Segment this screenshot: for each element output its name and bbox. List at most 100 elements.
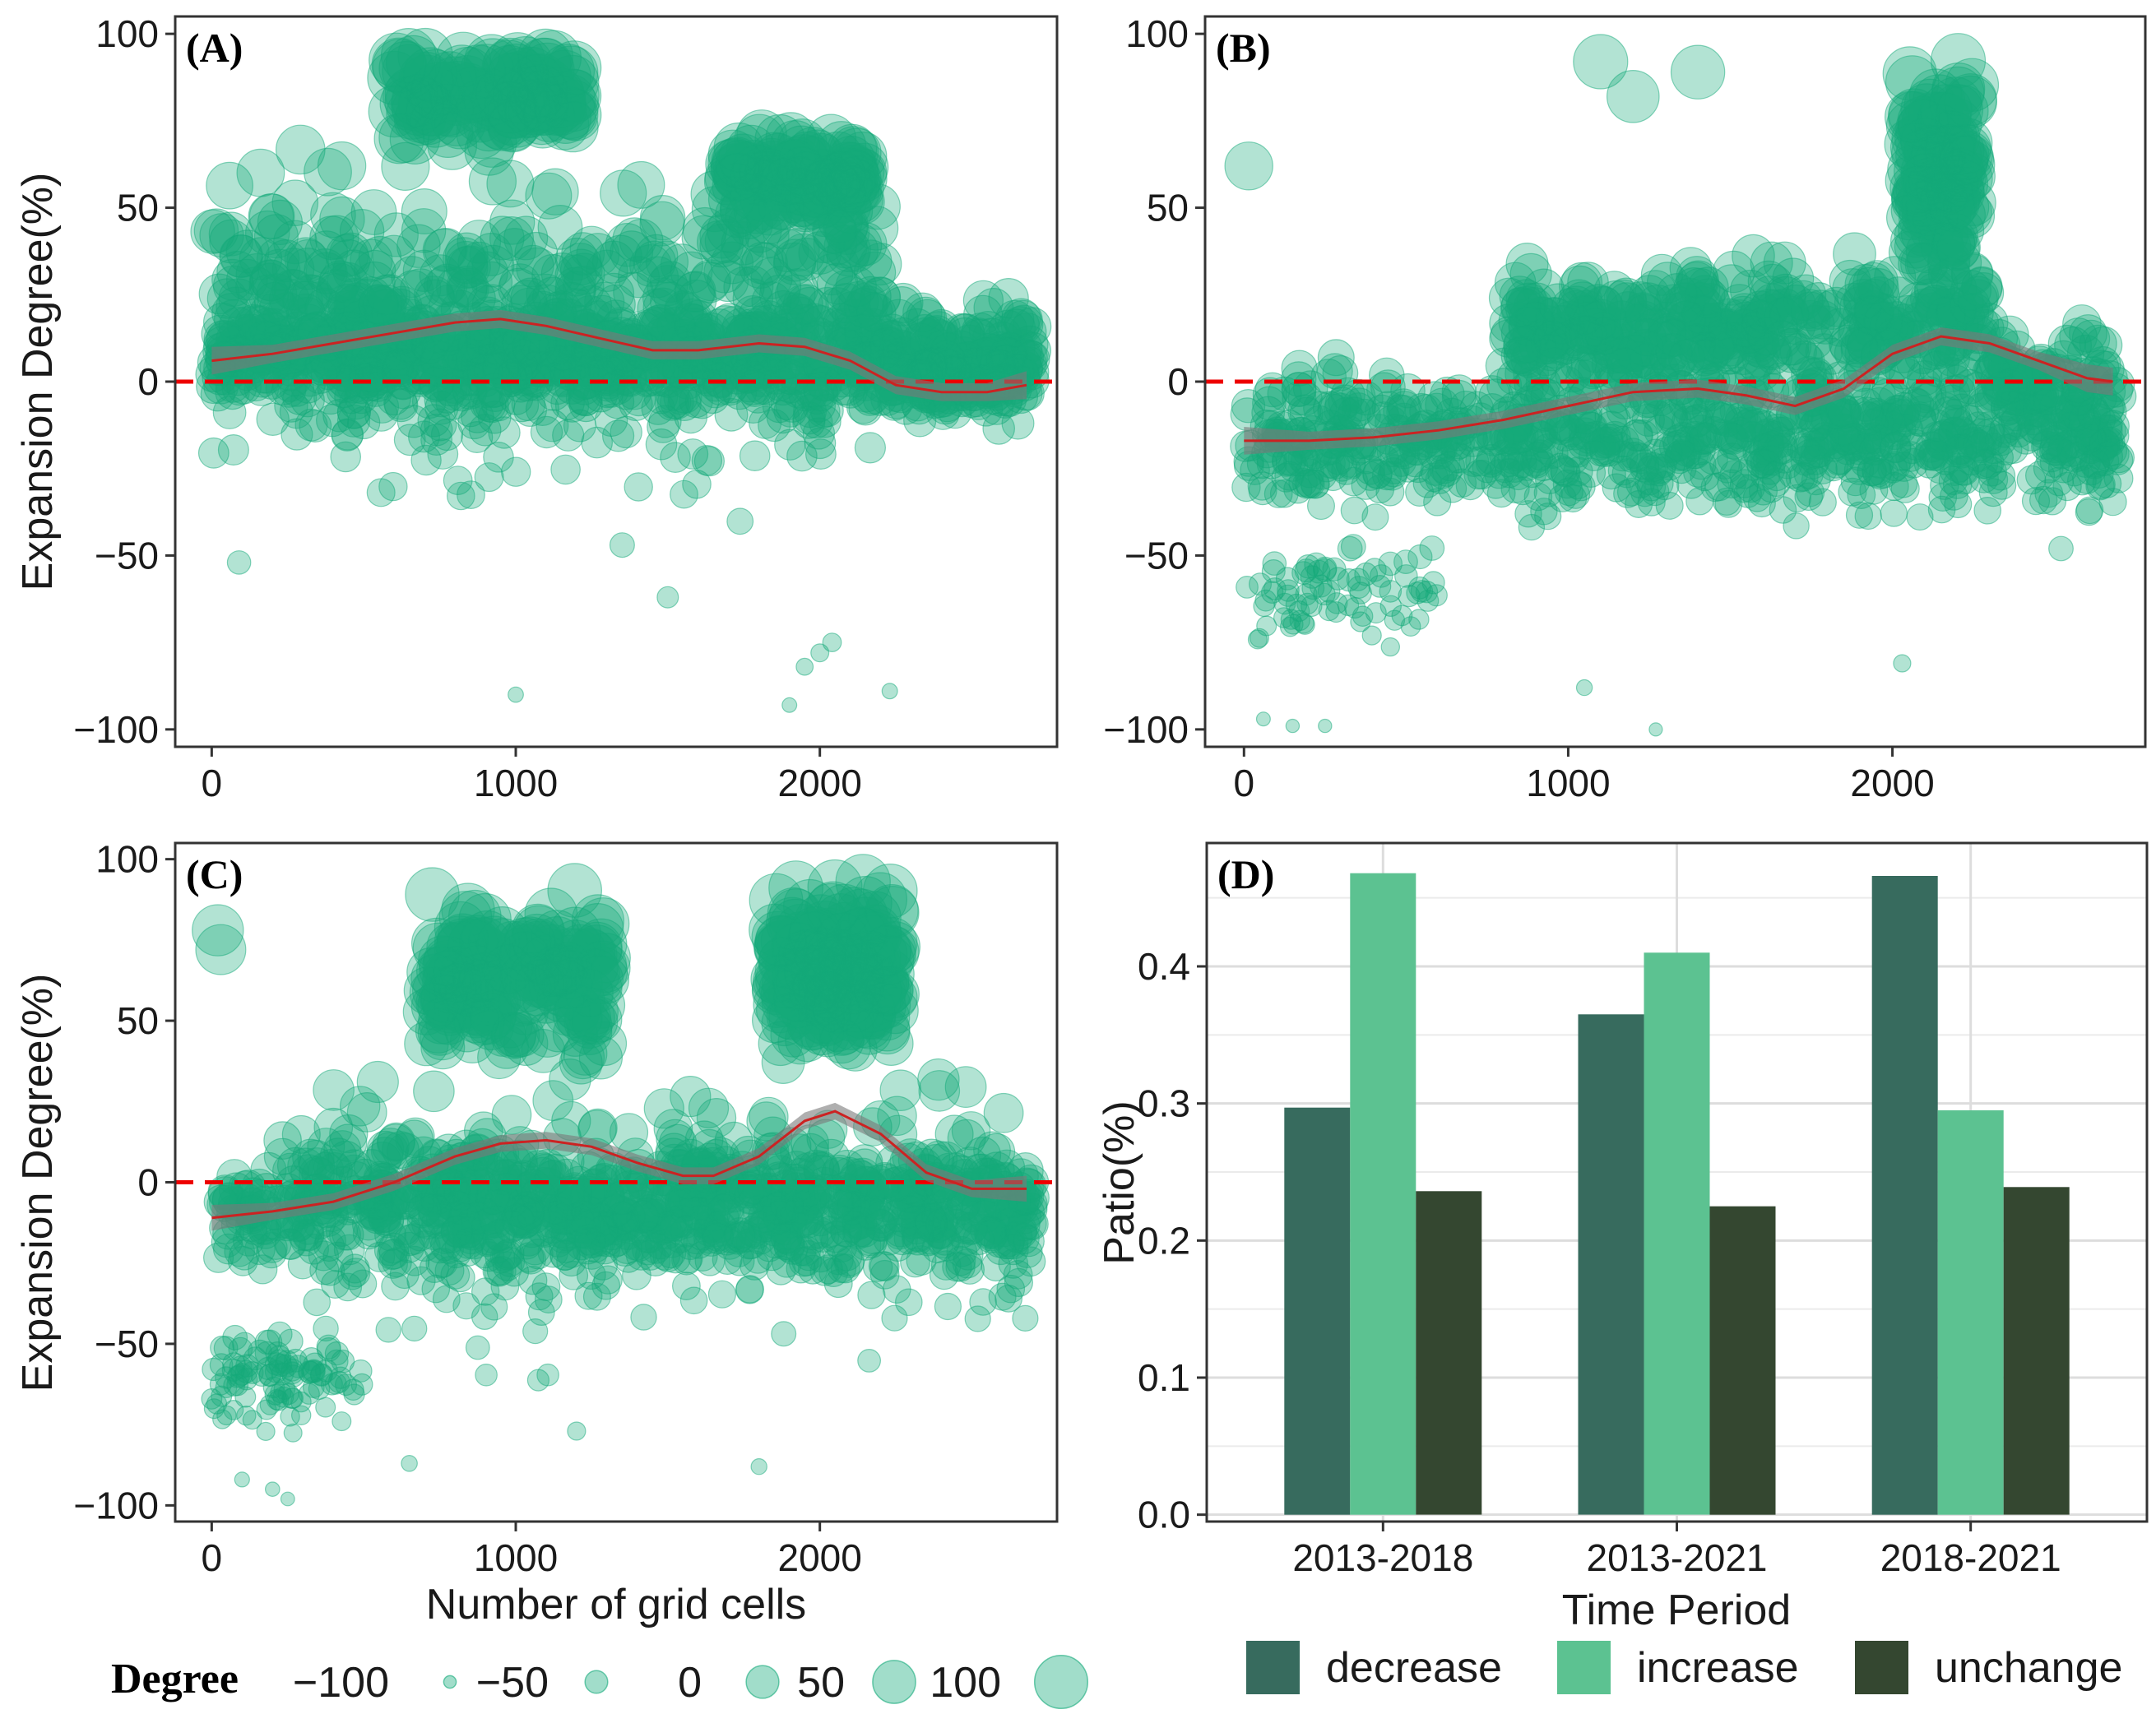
y-tick-label: −100 bbox=[1103, 708, 1189, 751]
data-point bbox=[488, 416, 521, 449]
data-point bbox=[595, 284, 636, 325]
data-point bbox=[721, 374, 758, 410]
data-point bbox=[1714, 489, 1743, 518]
x-tick-label: 1000 bbox=[1526, 762, 1610, 804]
y-tick-label: 100 bbox=[95, 12, 159, 55]
x-tick-label: 2000 bbox=[777, 762, 861, 804]
data-point bbox=[197, 437, 230, 469]
data-point bbox=[1918, 438, 1950, 469]
data-point bbox=[656, 586, 679, 609]
data-point bbox=[1337, 396, 1371, 431]
data-point bbox=[853, 251, 897, 294]
data-point bbox=[1978, 478, 2008, 507]
data-point bbox=[283, 1423, 303, 1443]
data-point bbox=[1906, 503, 1934, 531]
data-point bbox=[813, 986, 860, 1034]
data-point bbox=[526, 30, 582, 86]
data-point bbox=[1340, 534, 1366, 559]
panel-b-label: (B) bbox=[1216, 25, 1271, 71]
x-tick-label: 1000 bbox=[474, 762, 558, 804]
data-point bbox=[1880, 431, 1912, 463]
data-point bbox=[244, 1234, 276, 1266]
data-point bbox=[1907, 360, 1943, 396]
data-point bbox=[561, 232, 605, 276]
data-point bbox=[1575, 679, 1593, 697]
data-point bbox=[211, 1385, 233, 1407]
panel-a-ylabel: Expansion Degree(%) bbox=[14, 173, 62, 591]
data-point bbox=[1862, 457, 1893, 488]
y-tick-label: 50 bbox=[1147, 187, 1189, 229]
data-point bbox=[494, 1012, 540, 1059]
data-point bbox=[457, 405, 491, 440]
data-point bbox=[503, 339, 541, 377]
data-point bbox=[290, 368, 326, 404]
y-tick-label: 100 bbox=[1125, 12, 1189, 55]
data-point bbox=[315, 1397, 336, 1418]
data-point bbox=[641, 303, 681, 344]
data-point bbox=[777, 146, 826, 196]
data-point bbox=[446, 481, 475, 511]
data-point bbox=[739, 440, 771, 472]
data-point bbox=[713, 122, 764, 173]
data-point bbox=[795, 657, 814, 676]
data-point bbox=[471, 244, 515, 288]
y-tick-label: −100 bbox=[73, 708, 159, 751]
data-point bbox=[670, 479, 698, 509]
data-point bbox=[1285, 718, 1301, 734]
data-point bbox=[563, 409, 596, 442]
y-tick-label: 0 bbox=[1167, 360, 1189, 403]
data-point bbox=[1407, 544, 1433, 570]
data-point bbox=[483, 944, 534, 994]
data-point bbox=[203, 1242, 234, 1273]
data-point bbox=[1936, 225, 1981, 270]
data-point bbox=[654, 387, 689, 421]
data-point bbox=[256, 1399, 277, 1420]
data-point bbox=[422, 228, 466, 272]
data-point bbox=[280, 1406, 300, 1427]
data-point bbox=[786, 440, 818, 472]
data-point bbox=[903, 404, 937, 438]
data-point bbox=[1898, 242, 1941, 285]
data-point bbox=[343, 1383, 365, 1406]
data-point bbox=[2075, 498, 2103, 526]
data-point bbox=[1763, 320, 1802, 359]
data-point bbox=[881, 683, 898, 700]
data-point bbox=[219, 234, 263, 278]
data-point bbox=[1326, 567, 1350, 591]
data-point bbox=[1318, 718, 1333, 734]
data-point bbox=[1534, 465, 1565, 494]
data-point bbox=[358, 285, 399, 326]
data-point bbox=[902, 292, 943, 332]
data-point bbox=[1325, 601, 1347, 623]
data-point bbox=[1991, 368, 2028, 405]
x-tick-label: 0 bbox=[1233, 762, 1254, 804]
data-point bbox=[1829, 259, 1871, 302]
data-point bbox=[1803, 436, 1835, 468]
data-point bbox=[316, 404, 350, 438]
x-tick-label: 2000 bbox=[1850, 762, 1934, 804]
data-point bbox=[693, 446, 726, 477]
data-point bbox=[410, 444, 442, 476]
data-point bbox=[1648, 722, 1663, 737]
data-point bbox=[1296, 554, 1320, 579]
data-point bbox=[1732, 234, 1775, 278]
data-point bbox=[773, 239, 817, 282]
data-point bbox=[714, 397, 749, 432]
data-point bbox=[366, 478, 396, 507]
data-point bbox=[1500, 337, 1538, 375]
data-point bbox=[624, 472, 653, 502]
data-point bbox=[1783, 512, 1810, 540]
data-point bbox=[1262, 551, 1287, 576]
data-point bbox=[633, 240, 676, 284]
data-point bbox=[218, 307, 258, 346]
x-tick-label: 0 bbox=[202, 762, 223, 804]
y-tick-label: −50 bbox=[95, 534, 159, 577]
data-point bbox=[2024, 408, 2057, 442]
data-point bbox=[1944, 490, 1973, 519]
data-point bbox=[253, 214, 299, 259]
data-point bbox=[2038, 487, 2067, 516]
data-point bbox=[1607, 70, 1660, 123]
data-point bbox=[854, 432, 887, 464]
data-point bbox=[381, 141, 430, 191]
